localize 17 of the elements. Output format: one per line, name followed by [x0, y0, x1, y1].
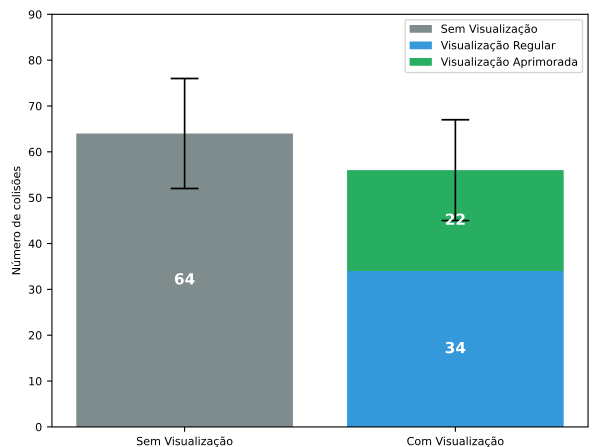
- legend-label: Visualização Regular: [440, 40, 556, 52]
- x-tick-label: Com Visualização: [407, 436, 504, 447]
- y-tick-label: 40: [28, 239, 42, 248]
- data-label: 34: [446, 342, 466, 354]
- y-tick-label: 30: [28, 285, 42, 294]
- y-tick-label: 20: [28, 331, 42, 340]
- y-tick-label: 90: [28, 10, 42, 19]
- legend-label: Sem Visualização: [441, 24, 537, 35]
- y-axis-title: Número de colisões: [11, 166, 20, 274]
- y-tick-label: 0: [36, 422, 42, 432]
- y-tick-label: 80: [28, 56, 42, 65]
- y-tick-label: 60: [28, 148, 42, 156]
- y-tick-label: 70: [28, 102, 42, 110]
- legend-label: Visualização Aprimorada: [440, 57, 578, 68]
- data-label: 64: [174, 273, 195, 285]
- y-tick-label: 50: [28, 194, 42, 202]
- y-tick-label: 10: [29, 377, 42, 386]
